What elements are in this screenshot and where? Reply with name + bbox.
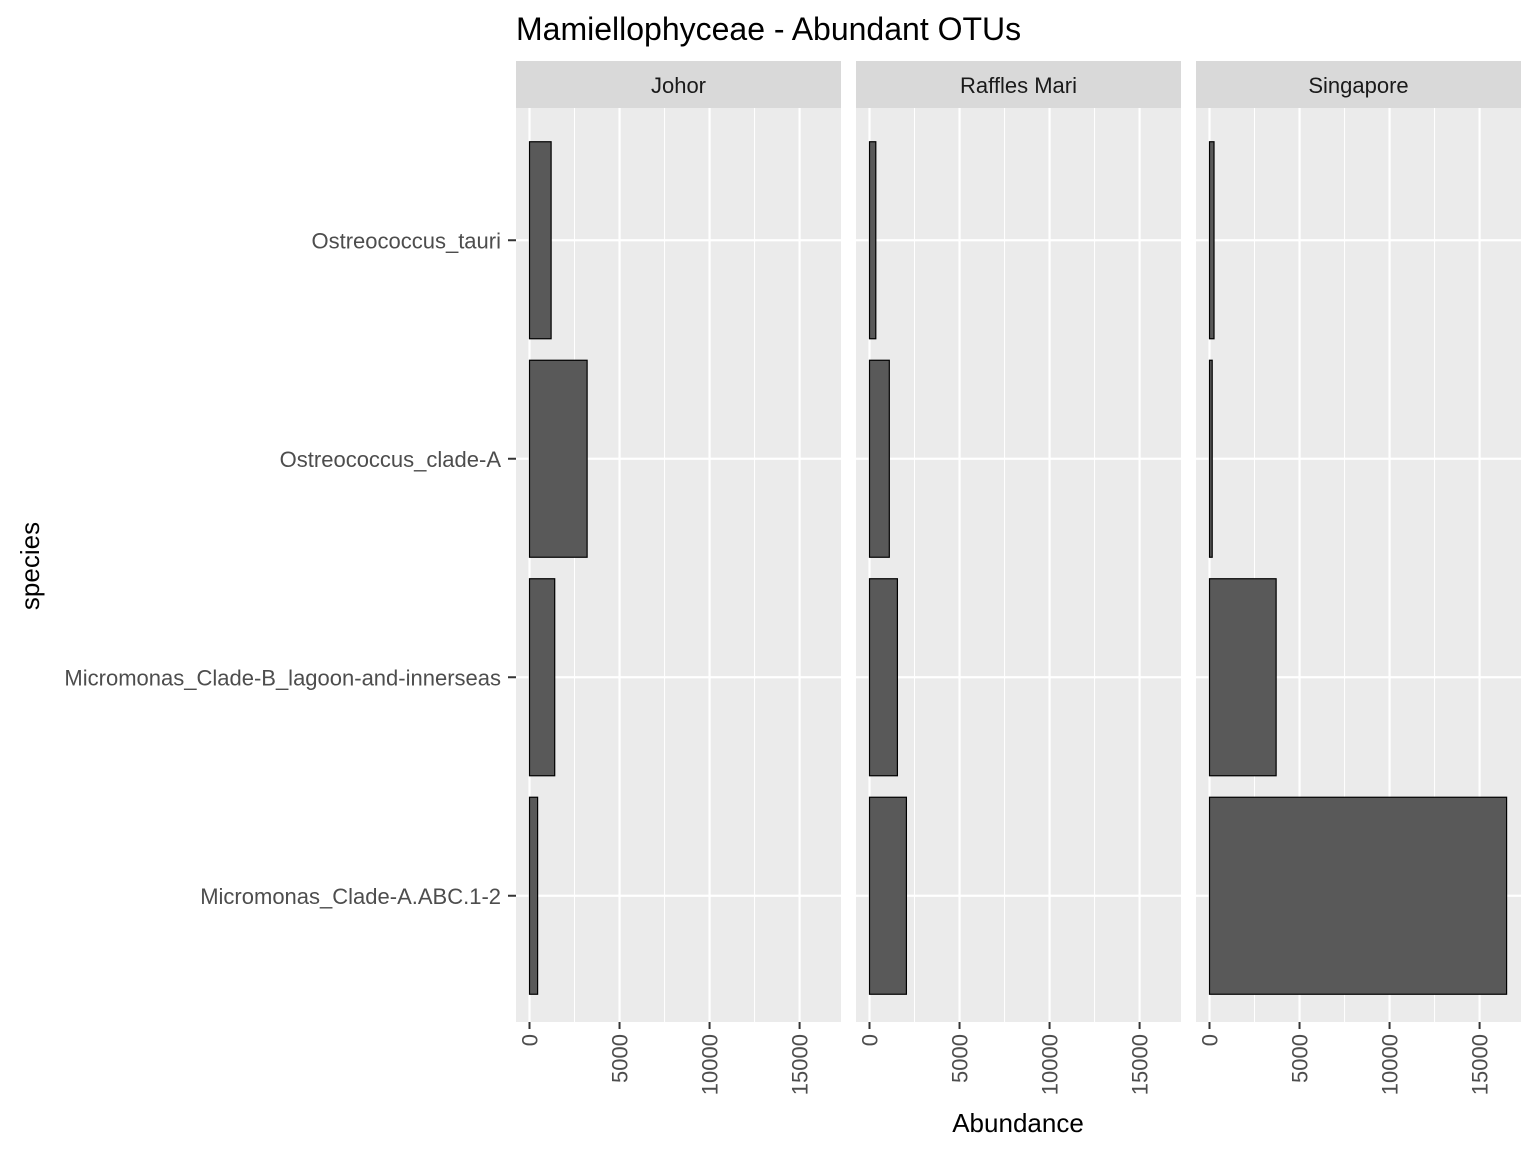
x-tick-label: 0 <box>858 1034 883 1046</box>
facet-panel: Raffles Mari 0 5000 10000 15000 <box>856 61 1181 1095</box>
bar <box>528 796 539 995</box>
y-axis: Ostreococcus_tauri Ostreococcus_clade-A Mi… <box>64 228 516 909</box>
facet-label: Singapore <box>1308 73 1408 98</box>
x-tick-label: 5000 <box>948 1034 973 1083</box>
x-tick-label: 10000 <box>1038 1034 1063 1095</box>
chart-title: Mamiellophyceae - Abundant OTUs <box>516 11 1021 47</box>
x-tick-label: 10000 <box>698 1034 723 1095</box>
y-tick-label: Ostreococcus_tauri <box>311 228 501 253</box>
bar <box>1208 796 1508 995</box>
x-tick-label: 0 <box>518 1034 543 1046</box>
x-tick-label: 15000 <box>788 1034 813 1095</box>
bar <box>1208 359 1213 558</box>
facet-panel: Singapore 0 5000 10000 15000 <box>1196 61 1521 1095</box>
x-tick-label: 5000 <box>1288 1034 1313 1083</box>
bar <box>1208 141 1215 340</box>
y-tick-label: Ostreococcus_clade-A <box>280 447 502 472</box>
bar <box>868 141 877 340</box>
facet-label: Raffles Mari <box>960 73 1077 98</box>
x-tick-label: 10000 <box>1378 1034 1403 1095</box>
x-tick-label: 5000 <box>608 1034 633 1083</box>
bar <box>528 578 556 777</box>
bar <box>1208 578 1277 777</box>
panel-background <box>516 108 841 1022</box>
y-axis-title: species <box>15 522 45 610</box>
bar <box>868 578 899 777</box>
y-tick-label: Micromonas_Clade-A.ABC.1-2 <box>200 884 501 909</box>
x-tick-label: 15000 <box>1468 1034 1493 1095</box>
panel-background <box>856 108 1181 1022</box>
facet-panel: Johor 0 5000 10000 15000 <box>516 61 841 1095</box>
facet-strip <box>1196 61 1521 108</box>
bar <box>528 359 588 558</box>
x-tick-label: 15000 <box>1128 1034 1153 1095</box>
y-tick-label: Micromonas_Clade-B_lagoon-and-innerseas <box>64 665 501 690</box>
bar <box>868 359 890 558</box>
x-tick-label: 0 <box>1198 1034 1223 1046</box>
facets: Johor 0 5000 10000 15000 Raffles Mari 0 5000 100… <box>516 61 1521 1095</box>
facet-strip <box>516 61 841 108</box>
facet-strip <box>856 61 1181 108</box>
bar <box>868 796 908 995</box>
x-axis-title: Abundance <box>952 1108 1084 1138</box>
bar <box>528 141 552 340</box>
facet-label: Johor <box>651 73 706 98</box>
